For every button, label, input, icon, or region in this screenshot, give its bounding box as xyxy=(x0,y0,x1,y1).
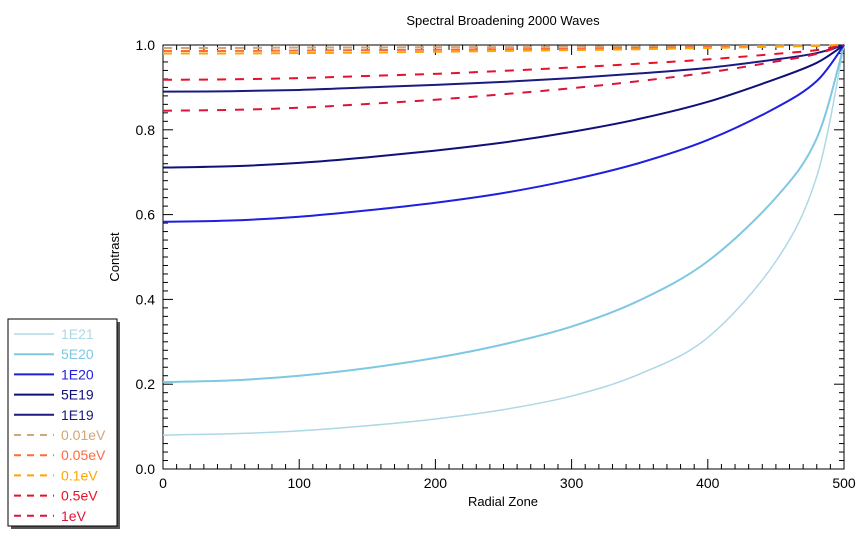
legend-label: 5E19 xyxy=(61,387,94,403)
legend-label: 0.05eV xyxy=(61,447,106,463)
x-tick-labels: 0 100 200 300 400 500 xyxy=(159,475,856,491)
x-tick-label: 200 xyxy=(424,475,448,491)
legend-label: 1E19 xyxy=(61,407,94,423)
plot-frame xyxy=(162,44,845,470)
x-tick-label: 300 xyxy=(560,475,584,491)
y-tick-label: 0.6 xyxy=(136,207,156,223)
series-line-5e19 xyxy=(162,44,845,169)
x-tick-label: 400 xyxy=(696,475,720,491)
y-tick-label: 0.4 xyxy=(136,291,156,307)
series-line-0-1ev xyxy=(162,44,845,55)
legend-label: 5E20 xyxy=(61,346,94,362)
series-line-1e20 xyxy=(162,44,845,223)
y-axis-label: Contrast xyxy=(107,232,122,282)
legend-label: 1E20 xyxy=(61,366,94,382)
legend-label: 1eV xyxy=(61,508,87,524)
legend-label: 0.5eV xyxy=(61,488,98,504)
y-tick-label: 1.0 xyxy=(136,37,156,53)
chart-title: Spectral Broadening 2000 Waves xyxy=(406,13,600,28)
y-tick-label: 0.0 xyxy=(136,461,156,477)
y-tick-label: 0.8 xyxy=(136,122,156,138)
legend-label: 1E21 xyxy=(61,326,94,342)
series-line-1ev xyxy=(162,44,845,112)
series-line-1e21 xyxy=(162,44,845,436)
legend-items: 1E21 5E20 1E20 5E19 1E19 0.01eV 0.05eV 0.1eV 0.5… xyxy=(14,326,106,524)
series-line-0-5ev xyxy=(162,44,845,81)
legend-label: 0.01eV xyxy=(61,427,106,443)
y-tick-labels: 0.0 0.2 0.4 0.6 0.8 1.0 xyxy=(136,37,156,477)
series-line-1e19 xyxy=(162,44,845,93)
legend: 1E21 5E20 1E20 5E19 1E19 0.01eV 0.05eV 0.1eV 0.5… xyxy=(7,318,120,529)
y-tick-label: 0.2 xyxy=(136,376,156,392)
x-tick-label: 100 xyxy=(288,475,312,491)
x-tick-label: 500 xyxy=(832,475,856,491)
axis-ticks xyxy=(162,44,845,470)
legend-label: 0.1eV xyxy=(61,467,98,483)
x-tick-label: 0 xyxy=(159,475,167,491)
x-axis-label: Radial Zone xyxy=(468,494,538,509)
series-line-5e20 xyxy=(162,44,845,384)
series-lines xyxy=(162,44,845,436)
